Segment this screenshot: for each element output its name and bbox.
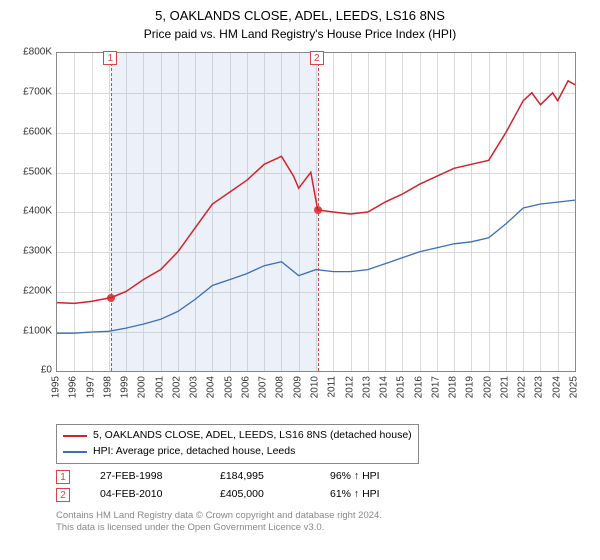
x-tick-label: 2012: [344, 376, 355, 398]
x-tick-label: 2007: [258, 376, 269, 398]
event-row: 2 04-FEB-2010 £405,000 61% ↑ HPI: [56, 486, 588, 504]
legend-swatch: [63, 451, 87, 453]
series-hpi: [57, 201, 575, 334]
x-tick-label: 2023: [534, 376, 545, 398]
x-tick-label: 2021: [499, 376, 510, 398]
legend-row: HPI: Average price, detached house, Leed…: [63, 444, 412, 460]
chart-subtitle: Price paid vs. HM Land Registry's House …: [12, 27, 588, 43]
plot-region: [56, 52, 576, 372]
x-tick-label: 2015: [396, 376, 407, 398]
x-tick-label: 2018: [448, 376, 459, 398]
event-badge: 2: [310, 51, 324, 65]
x-tick-label: 2000: [137, 376, 148, 398]
legend-label: HPI: Average price, detached house, Leed…: [93, 444, 295, 460]
x-tick-label: 2017: [430, 376, 441, 398]
event-row-date: 27-FEB-1998: [100, 468, 190, 486]
legend-label: 5, OAKLANDS CLOSE, ADEL, LEEDS, LS16 8NS…: [93, 428, 412, 444]
x-tick-label: 2022: [517, 376, 528, 398]
event-row-date: 04-FEB-2010: [100, 486, 190, 504]
x-tick-label: 2019: [465, 376, 476, 398]
y-tick-label: £600K: [12, 126, 52, 137]
y-tick-label: £0: [12, 365, 52, 376]
legend: 5, OAKLANDS CLOSE, ADEL, LEEDS, LS16 8NS…: [56, 424, 419, 464]
y-tick-label: £500K: [12, 166, 52, 177]
x-tick-label: 2006: [240, 376, 251, 398]
x-tick-label: 2016: [413, 376, 424, 398]
event-badge: 1: [103, 51, 117, 65]
footnote-line2: This data is licensed under the Open Gov…: [56, 522, 588, 534]
x-tick-label: 2011: [327, 376, 338, 398]
y-tick-label: £400K: [12, 206, 52, 217]
event-row: 1 27-FEB-1998 £184,995 96% ↑ HPI: [56, 468, 588, 486]
x-tick-label: 1995: [51, 376, 62, 398]
event-row-hpi: 61% ↑ HPI: [330, 486, 410, 504]
x-tick-label: 2024: [551, 376, 562, 398]
x-tick-label: 2009: [292, 376, 303, 398]
x-tick-label: 2002: [171, 376, 182, 398]
event-row-badge: 2: [56, 488, 70, 502]
event-row-price: £405,000: [220, 486, 300, 504]
event-row-hpi: 96% ↑ HPI: [330, 468, 410, 486]
x-tick-label: 1997: [85, 376, 96, 398]
event-row-price: £184,995: [220, 468, 300, 486]
y-tick-label: £100K: [12, 325, 52, 336]
legend-swatch: [63, 435, 87, 437]
y-tick-label: £200K: [12, 285, 52, 296]
x-tick-label: 1998: [102, 376, 113, 398]
x-tick-label: 2008: [275, 376, 286, 398]
events-table: 1 27-FEB-1998 £184,995 96% ↑ HPI 2 04-FEB-201…: [56, 468, 588, 504]
footnote-line1: Contains HM Land Registry data © Crown c…: [56, 510, 588, 522]
y-tick-label: £700K: [12, 87, 52, 98]
x-tick-label: 2020: [482, 376, 493, 398]
y-tick-label: £800K: [12, 47, 52, 58]
x-tick-label: 2025: [569, 376, 580, 398]
x-tick-label: 1999: [120, 376, 131, 398]
x-tick-label: 1996: [68, 376, 79, 398]
x-tick-label: 2003: [189, 376, 200, 398]
chart-area: £0 £100K £200K £300K £400K £500K £600K £700K £80…: [12, 48, 588, 418]
series-svg: [57, 53, 575, 371]
x-tick-label: 2005: [223, 376, 234, 398]
x-tick-label: 2004: [206, 376, 217, 398]
chart-container: 5, OAKLANDS CLOSE, ADEL, LEEDS, LS16 8NS…: [0, 0, 600, 560]
x-tick-label: 2013: [361, 376, 372, 398]
footnote: Contains HM Land Registry data © Crown c…: [56, 510, 588, 535]
event-row-badge: 1: [56, 470, 70, 484]
x-tick-label: 2010: [310, 376, 321, 398]
chart-title: 5, OAKLANDS CLOSE, ADEL, LEEDS, LS16 8NS: [12, 8, 588, 25]
x-tick-label: 2014: [379, 376, 390, 398]
legend-row: 5, OAKLANDS CLOSE, ADEL, LEEDS, LS16 8NS…: [63, 428, 412, 444]
x-tick-label: 2001: [154, 376, 165, 398]
y-tick-label: £300K: [12, 246, 52, 257]
